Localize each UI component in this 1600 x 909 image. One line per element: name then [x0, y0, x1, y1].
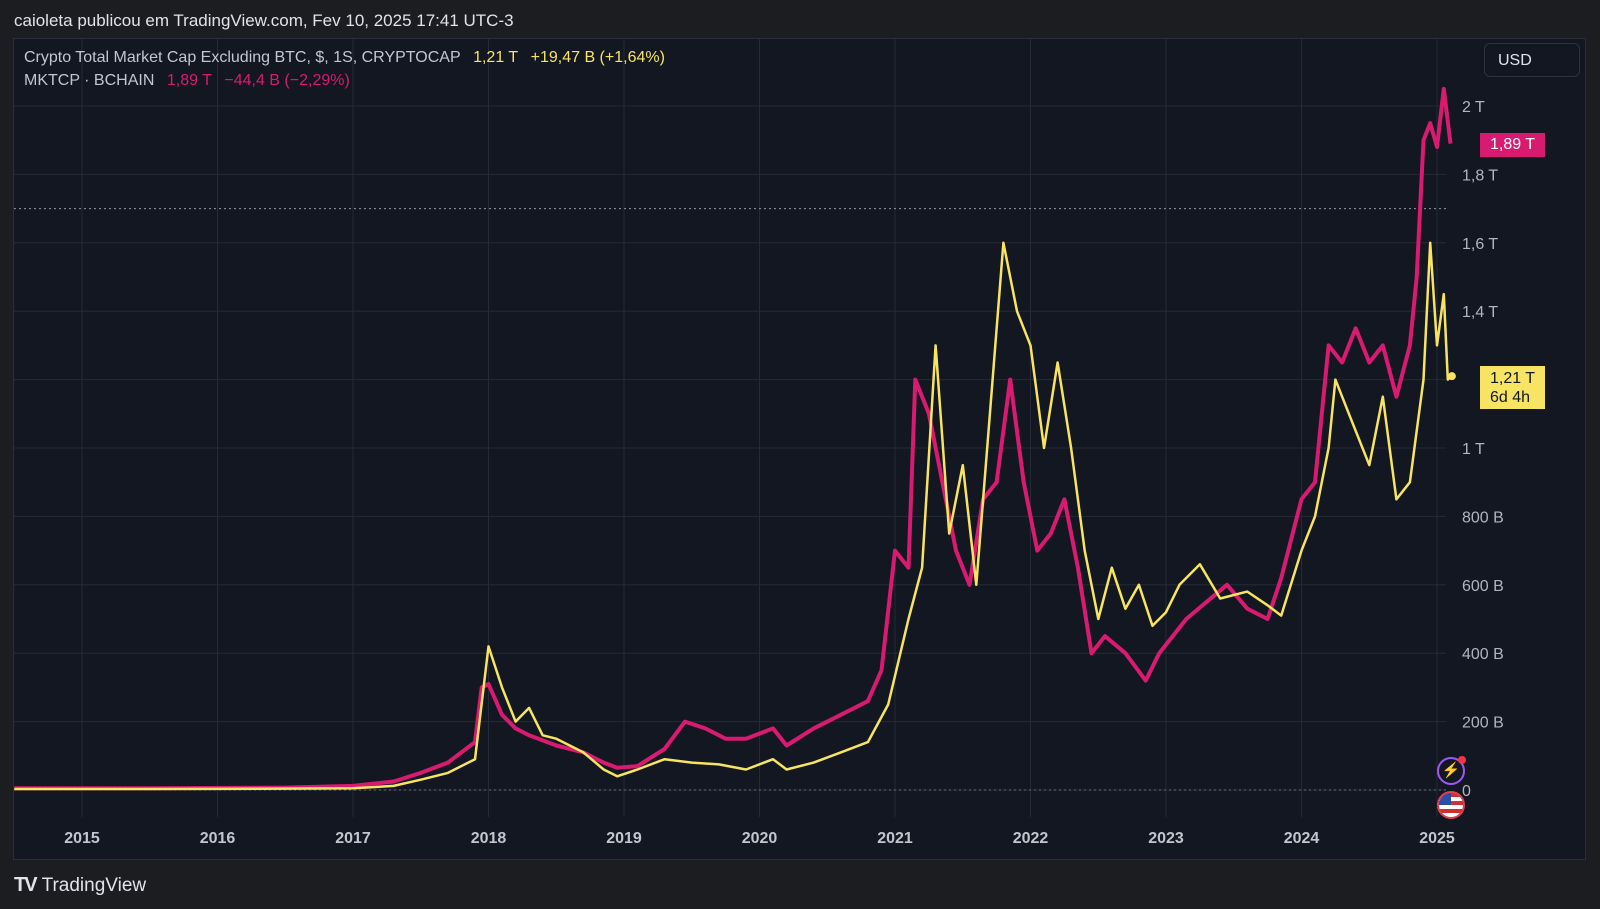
y-tick-label: 800 B: [1462, 509, 1504, 526]
y-tick-label: 600 B: [1462, 578, 1504, 595]
legend-series-1-value: 1,21 T: [473, 49, 519, 66]
x-tick-label: 2020: [742, 830, 778, 847]
y-tick-label: 2 T: [1462, 99, 1485, 116]
x-tick-label: 2015: [64, 830, 100, 847]
currency-button[interactable]: USD: [1484, 43, 1580, 77]
x-tick-label: 2021: [877, 830, 913, 847]
y-tick-label: 1,6 T: [1462, 236, 1498, 253]
x-tick-label: 2022: [1013, 830, 1049, 847]
series-line-total-ex-btc: [14, 241, 1453, 791]
x-tick-label: 2016: [200, 830, 236, 847]
legend-series-2[interactable]: MKTCP · BCHAIN 1,89 T −44,4 B (−2,29%): [24, 72, 358, 90]
lightning-icon[interactable]: ⚡: [1437, 756, 1466, 785]
x-tick-label: 2017: [335, 830, 371, 847]
series-line-mktcp: [14, 86, 1453, 791]
us-flag-icon[interactable]: [1437, 791, 1465, 819]
chart-panel[interactable]: [13, 38, 1586, 860]
legend-series-1-name: Crypto Total Market Cap Excluding BTC, $…: [24, 49, 461, 66]
publisher-line: caioleta publicou em TradingView.com, Fe…: [14, 11, 514, 30]
x-tick-label: 2018: [471, 830, 507, 847]
y-tick-label: 1,4 T: [1462, 304, 1498, 321]
legend-series-2-change: −44,4 B (−2,29%): [224, 72, 350, 89]
price-tag-magenta: 1,89 T: [1480, 133, 1546, 157]
x-tick-label: 2023: [1148, 830, 1184, 847]
tradingview-brand[interactable]: TV TradingView: [14, 874, 146, 897]
x-tick-label: 2025: [1419, 830, 1455, 847]
y-tick-label: 0: [1462, 783, 1471, 800]
x-tick-label: 2024: [1284, 830, 1320, 847]
price-tag-yellow-value: 1,21 T: [1490, 370, 1536, 387]
legend-series-1[interactable]: Crypto Total Market Cap Excluding BTC, $…: [24, 49, 673, 67]
brand-label: TradingView: [41, 874, 147, 896]
x-tick-label: 2019: [606, 830, 642, 847]
y-tick-label: 200 B: [1462, 715, 1504, 732]
price-tag-yellow-countdown: 6d 4h: [1490, 389, 1531, 406]
legend-series-1-change: +19,47 B (+1,64%): [530, 49, 665, 66]
legend-series-2-value: 1,89 T: [166, 72, 212, 89]
y-tick-label: 1,8 T: [1462, 167, 1498, 184]
last-point-dot: [1447, 372, 1456, 381]
price-tag-yellow: 1,21 T 6d 4h: [1480, 366, 1546, 409]
tradingview-logo-icon: TV: [14, 874, 38, 896]
legend-series-2-name: MKTCP · BCHAIN: [24, 72, 155, 89]
y-tick-label: 400 B: [1462, 646, 1504, 663]
y-tick-label: 1 T: [1462, 441, 1485, 458]
